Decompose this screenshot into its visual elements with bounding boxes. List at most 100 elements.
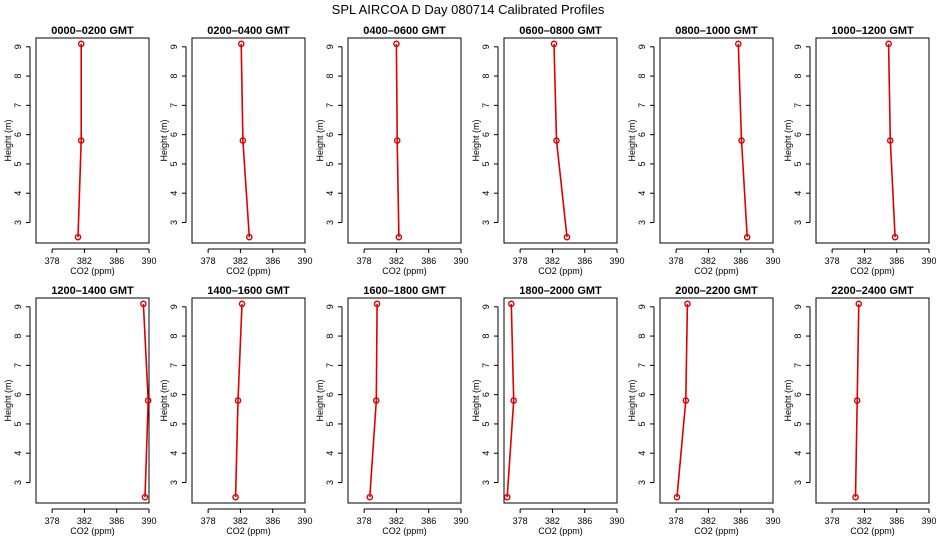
data-point	[550, 40, 558, 48]
plot-frame	[503, 37, 618, 244]
panel-title: 0600–0800 GMT	[519, 25, 602, 37]
y-tick-label: 4	[169, 451, 179, 456]
y-tick-label: 9	[481, 44, 491, 49]
x-axis-label: CO2 (ppm)	[226, 526, 271, 536]
profile-line	[240, 43, 251, 238]
panel-title: 2000–2200 GMT	[675, 285, 758, 297]
data-point	[853, 397, 861, 404]
y-tick-label: 3	[793, 220, 803, 225]
x-tick-label: 378	[513, 256, 528, 266]
y-axis-label: Height (m)	[627, 119, 637, 161]
profile-line	[234, 303, 243, 498]
panel-title: 0000–0200 GMT	[51, 25, 134, 37]
x-tick-label: 386	[889, 516, 904, 526]
x-tick-label: 378	[357, 256, 372, 266]
x-tick-label: 382	[857, 256, 872, 266]
data-point	[886, 137, 894, 144]
y-tick-label: 4	[13, 451, 23, 456]
x-tick-label: 390	[609, 516, 624, 526]
data-point	[510, 397, 517, 404]
y-tick-label: 7	[793, 103, 803, 108]
data-point	[852, 493, 859, 501]
y-tick-label: 8	[481, 74, 491, 79]
y-tick-label: 6	[481, 132, 491, 137]
y-tick-label: 9	[793, 44, 803, 49]
plot-frame	[191, 297, 306, 504]
y-tick-label: 6	[169, 392, 179, 397]
panel-title: 0200–0400 GMT	[207, 25, 290, 37]
data-point	[246, 233, 253, 241]
panel-title: 1800–2000 GMT	[519, 285, 602, 297]
y-tick-label: 4	[793, 451, 803, 456]
y-tick-label: 8	[793, 334, 803, 339]
data-point	[891, 233, 899, 241]
x-axis-label: CO2 (ppm)	[850, 526, 895, 536]
x-tick-label: 378	[201, 516, 216, 526]
x-tick-label: 390	[609, 256, 624, 266]
x-tick-label: 390	[453, 256, 468, 266]
y-tick-label: 5	[481, 161, 491, 166]
x-axis-label: CO2 (ppm)	[538, 526, 583, 536]
plot-frame	[659, 37, 774, 244]
y-axis-label: Height (m)	[783, 379, 793, 421]
x-tick-label: 378	[45, 256, 60, 266]
y-tick-label: 6	[13, 392, 23, 397]
plot-frame	[815, 37, 930, 244]
x-tick-label: 382	[77, 256, 92, 266]
x-tick-label: 390	[297, 256, 312, 266]
data-point	[503, 493, 511, 501]
y-tick-label: 9	[169, 304, 179, 309]
x-tick-label: 382	[701, 256, 716, 266]
profile-line	[887, 43, 896, 238]
x-tick-label: 386	[733, 516, 748, 526]
x-tick-label: 382	[389, 256, 404, 266]
y-tick-label: 5	[325, 161, 335, 166]
y-tick-label: 9	[13, 304, 23, 309]
x-tick-label: 386	[109, 516, 124, 526]
x-tick-label: 378	[45, 516, 60, 526]
y-tick-label: 7	[325, 363, 335, 368]
panel: 0600–0800 GMT 378 382 386 390 CO2 (ppm) 3 4 5 6 7 8…	[471, 25, 625, 276]
y-tick-label: 9	[13, 44, 23, 49]
data-point	[553, 137, 560, 144]
x-tick-label: 382	[545, 516, 560, 526]
y-tick-label: 5	[325, 421, 335, 426]
x-tick-label: 386	[421, 516, 436, 526]
plot-frame	[815, 297, 930, 504]
panel: 1800–2000 GMT 378 382 386 390 CO2 (ppm) 3 4 5 6 7 8…	[471, 285, 625, 536]
x-tick-label: 382	[77, 516, 92, 526]
y-tick-label: 8	[325, 74, 335, 79]
y-tick-label: 8	[793, 74, 803, 79]
data-point	[682, 397, 690, 404]
y-tick-label: 3	[169, 480, 179, 485]
x-tick-label: 378	[669, 516, 684, 526]
x-tick-label: 382	[545, 256, 560, 266]
x-tick-label: 378	[357, 516, 372, 526]
x-axis-label: CO2 (ppm)	[382, 526, 427, 536]
profile-line	[854, 303, 860, 498]
x-tick-label: 382	[857, 516, 872, 526]
data-point	[144, 397, 152, 404]
y-tick-label: 6	[793, 132, 803, 137]
y-axis-label: Height (m)	[315, 119, 325, 161]
y-tick-label: 7	[793, 363, 803, 368]
data-point	[366, 493, 374, 501]
y-tick-label: 7	[637, 103, 647, 108]
y-tick-label: 4	[793, 191, 803, 196]
profile-line	[395, 43, 400, 238]
y-tick-label: 4	[481, 191, 491, 196]
y-tick-label: 8	[637, 74, 647, 79]
profile-line	[369, 303, 378, 498]
y-tick-label: 5	[169, 421, 179, 426]
x-tick-label: 390	[297, 516, 312, 526]
y-tick-label: 9	[793, 304, 803, 309]
panel: 1200–1400 GMT 378 382 386 390 CO2 (ppm) 3 4 5 6 7 8…	[3, 285, 157, 536]
plot-frame	[35, 297, 150, 504]
data-point	[855, 300, 863, 308]
data-point	[393, 40, 400, 48]
data-point	[743, 233, 751, 241]
plot-frame	[347, 297, 462, 504]
data-point	[395, 233, 403, 241]
x-tick-label: 390	[921, 256, 936, 266]
y-tick-label: 3	[481, 480, 491, 485]
